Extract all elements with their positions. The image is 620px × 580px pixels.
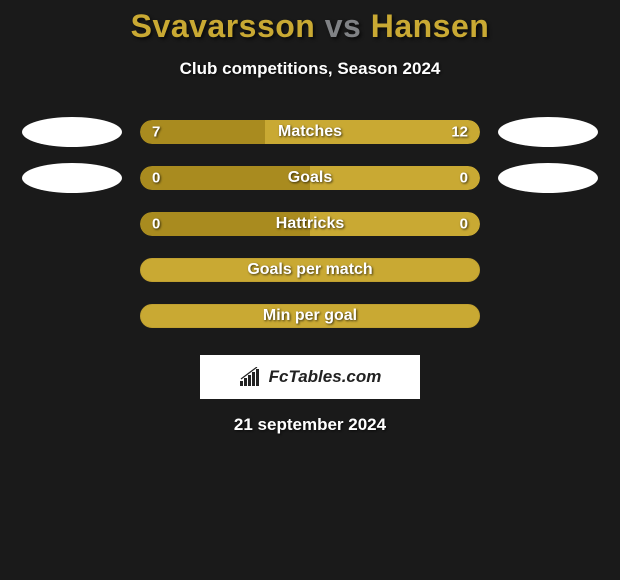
attribution-logo: FcTables.com [200,355,420,399]
stat-label: Goals per match [247,261,372,279]
player2-avatar [498,163,598,193]
stats-rows: 7 12 Matches 0 0 Goals 0 0 Hattricks Goals per ma… [0,109,620,339]
bar-fill-left [140,166,310,190]
stat-value-left: 0 [152,216,160,233]
stat-label: Matches [278,123,342,141]
attribution-text: FcTables.com [269,367,382,387]
title-player2: Hansen [371,8,490,44]
stat-bar: 7 12 Matches [140,120,480,144]
stat-label: Goals [288,169,332,187]
stat-row: 7 12 Matches [0,109,620,155]
title-player1: Svavarsson [131,8,316,44]
player1-avatar [22,117,122,147]
infographic-container: Svavarsson vs Hansen Club competitions, … [0,0,620,580]
stat-row: 0 0 Goals [0,155,620,201]
stat-value-right: 12 [451,124,468,141]
stat-bar: 0 0 Goals [140,166,480,190]
stat-value-left: 0 [152,170,160,187]
title: Svavarsson vs Hansen [0,8,620,45]
stat-value-left: 7 [152,124,160,141]
subtitle: Club competitions, Season 2024 [0,59,620,79]
bars-icon [239,367,263,387]
stat-row: Min per goal [0,293,620,339]
bar-fill-right [310,166,480,190]
stat-row: Goals per match [0,247,620,293]
player2-avatar [498,117,598,147]
stat-row: 0 0 Hattricks [0,201,620,247]
stat-bar: Min per goal [140,304,480,328]
stat-label: Min per goal [263,307,357,325]
stat-value-right: 0 [460,170,468,187]
stat-bar: Goals per match [140,258,480,282]
stat-bar: 0 0 Hattricks [140,212,480,236]
stat-label: Hattricks [276,215,344,233]
date: 21 september 2024 [0,415,620,435]
title-vs: vs [325,8,362,44]
stat-value-right: 0 [460,216,468,233]
player1-avatar [22,163,122,193]
